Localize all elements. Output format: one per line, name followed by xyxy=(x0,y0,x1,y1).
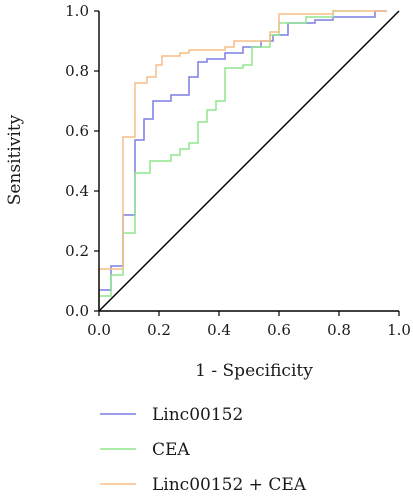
series-line-linc00152 xyxy=(98,10,387,311)
y-tick-label: 1.0 xyxy=(65,2,89,20)
plot-area xyxy=(98,10,400,312)
y-tick-label: 0.8 xyxy=(65,62,89,80)
legend-label-cea: CEA xyxy=(152,440,190,460)
axes: 1 - Specificity Sensitivity 0.0 0.2 0.4 0.6… xyxy=(5,2,411,381)
legend-label-linc00152: Linc00152 xyxy=(152,405,243,425)
x-tick-label: 1.0 xyxy=(387,321,411,339)
y-tick-label: 0.0 xyxy=(65,302,89,320)
reference-diagonal-line xyxy=(98,10,400,312)
legend-label-combined: Linc00152 + CEA xyxy=(152,475,307,495)
x-axis-title: 1 - Specificity xyxy=(195,361,313,381)
x-tick-label: 0.0 xyxy=(87,321,111,339)
x-tick-label: 0.4 xyxy=(207,321,231,339)
y-tick-label: 0.2 xyxy=(65,242,89,260)
x-tick-label: 0.8 xyxy=(327,321,351,339)
series-line-combined xyxy=(98,10,387,311)
y-tick-label: 0.6 xyxy=(65,122,89,140)
x-tick-label: 0.6 xyxy=(267,321,291,339)
series-line-cea xyxy=(98,10,360,311)
legend: Linc00152 CEA Linc00152 + CEA xyxy=(100,405,307,495)
y-tick-label: 0.4 xyxy=(65,182,89,200)
y-axis-title: Sensitivity xyxy=(5,114,25,205)
x-tick-label: 0.2 xyxy=(147,321,171,339)
